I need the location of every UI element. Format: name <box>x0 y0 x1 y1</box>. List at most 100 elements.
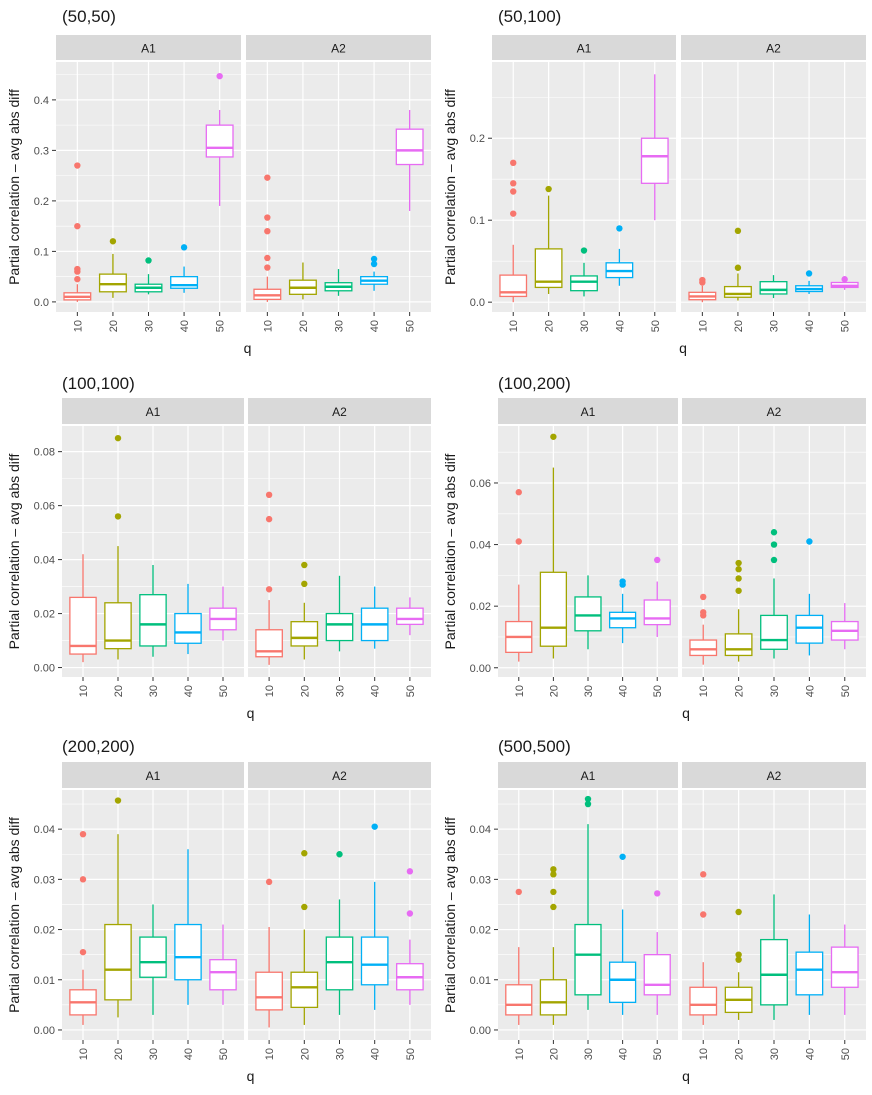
box-q30 <box>139 904 167 1015</box>
box-q50 <box>209 924 237 1005</box>
outlier-point <box>79 948 87 956</box>
box-q20 <box>290 850 319 1025</box>
box-q40 <box>360 586 389 649</box>
x-tick-label: 40 <box>183 685 195 697</box>
box <box>205 124 234 158</box>
box-q50 <box>830 276 859 290</box>
outlier-point <box>700 911 707 918</box>
facet-A1: A1 10 20 30 40 50 <box>62 762 244 1060</box>
box-q40 <box>360 823 389 1010</box>
x-tick-label: 40 <box>370 685 382 697</box>
facet-strip-label: A2 <box>332 405 347 419</box>
y-tick-label: 0.03 <box>470 874 491 886</box>
box-q40 <box>170 244 199 293</box>
box-q20 <box>98 238 127 298</box>
x-axis-label: q <box>682 705 690 721</box>
box <box>139 936 167 978</box>
box-q40 <box>608 853 637 1015</box>
y-axis-label: Partial correlation – avg abs diff <box>442 817 458 1013</box>
box-q10 <box>689 593 718 665</box>
x-tick-label: 30 <box>144 320 156 332</box>
y-tick-label: 0.04 <box>34 824 55 836</box>
chart-3: (100,200) Partial correlation – avg abs d… <box>442 374 866 721</box>
box-q10 <box>69 554 97 663</box>
box-q20 <box>104 434 132 660</box>
y-tick-label: 0.2 <box>470 133 485 145</box>
outlier-point <box>654 556 661 564</box>
outlier-point <box>734 264 742 271</box>
y-tick-label: 0.02 <box>34 609 55 621</box>
outlier-point <box>550 866 557 873</box>
facet-A2: A2 10 20 30 40 50 <box>248 398 431 697</box>
box <box>760 614 788 650</box>
outlier-point <box>700 593 707 601</box>
outlier-point <box>510 159 517 167</box>
outlier-point <box>735 566 742 573</box>
x-tick-label: 10 <box>72 320 84 332</box>
x-tick-label: 20 <box>113 685 125 697</box>
box-q50 <box>396 868 424 1005</box>
x-tick-label: 20 <box>734 1048 746 1060</box>
y-tick-label: 0.02 <box>470 601 491 613</box>
outlier-point <box>515 538 522 545</box>
x-tick-label: 30 <box>148 685 160 697</box>
x-tick-label: 10 <box>264 685 276 697</box>
x-tick-label: 30 <box>769 320 781 332</box>
box <box>608 611 637 629</box>
box-q30 <box>574 575 602 650</box>
outlier-point <box>515 489 522 496</box>
box-q30 <box>574 795 602 1010</box>
outlier-point <box>735 587 742 594</box>
facet-A2: A2 10 20 30 40 50 <box>248 762 431 1060</box>
box-q30 <box>570 247 598 297</box>
box-q20 <box>290 561 319 660</box>
outlier-point <box>74 162 81 169</box>
box <box>499 274 528 298</box>
x-tick-label: 50 <box>652 1048 664 1060</box>
x-tick-label: 50 <box>650 320 662 332</box>
x-tick-label: 50 <box>652 685 664 697</box>
outlier-point <box>545 185 552 193</box>
facet-strip <box>248 398 431 424</box>
box-q50 <box>643 556 671 637</box>
box <box>104 602 132 650</box>
x-axis-label: q <box>244 340 252 356</box>
x-tick-label: 30 <box>335 1048 347 1060</box>
x-tick-label: 40 <box>183 1048 195 1060</box>
outlier-point <box>700 609 707 616</box>
facet-strip <box>681 35 866 60</box>
x-tick-label: 40 <box>804 320 816 332</box>
box <box>104 923 132 1001</box>
box-q40 <box>605 225 634 286</box>
box-q30 <box>139 564 167 657</box>
x-tick-label: 50 <box>215 320 227 332</box>
box-q20 <box>539 866 568 1025</box>
box <box>139 594 167 647</box>
facet-strip <box>492 35 676 60</box>
outlier-point <box>510 210 517 217</box>
y-tick-label: 0.02 <box>470 925 491 937</box>
box <box>174 923 202 981</box>
box <box>539 979 568 1016</box>
outlier-point <box>735 951 742 958</box>
outlier-point <box>114 513 122 520</box>
x-tick-label: 10 <box>698 685 710 697</box>
box-q50 <box>396 597 424 636</box>
box-q10 <box>253 174 282 302</box>
chart-0: (50,50) Partial correlation – avg abs dif… <box>6 7 431 356</box>
box-q20 <box>534 185 563 294</box>
x-tick-label: 50 <box>840 1048 852 1060</box>
outlier-point <box>770 556 778 564</box>
x-tick-label: 10 <box>78 685 90 697</box>
outlier-point <box>510 180 517 187</box>
y-axis-label: Partial correlation – avg abs diff <box>6 89 22 285</box>
x-tick-label: 10 <box>264 1048 276 1060</box>
y-axis-label: Partial correlation – avg abs diff <box>6 817 22 1013</box>
outlier-point <box>145 257 152 264</box>
x-tick-label: 10 <box>508 320 520 332</box>
x-axis-label: q <box>682 1068 690 1084</box>
box <box>325 936 354 991</box>
box <box>255 971 283 1011</box>
outlier-point <box>264 214 271 221</box>
